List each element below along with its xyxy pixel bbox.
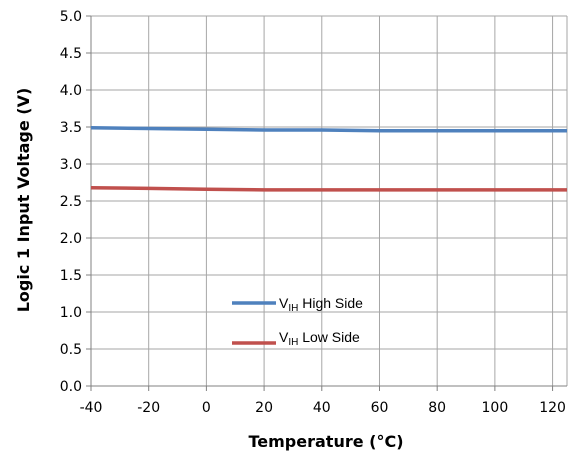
y-axis-tick-labels: 0.0 0.5 1.0 1.5 2.0 2.5 3.0 3.5 4.0 4.5 5.0 [60, 9, 82, 395]
y-tick-label: 2.0 [60, 231, 82, 247]
legend-label: VIH Low Side [279, 329, 360, 348]
legend-item: VIH High Side [232, 295, 363, 314]
legend-label-main: V [279, 329, 289, 345]
axes [86, 15, 567, 391]
y-tick-label: 4.5 [60, 46, 82, 62]
y-axis-title: Logic 1 Input Voltage (V) [14, 88, 33, 313]
x-axis-title: Temperature (°C) [248, 432, 403, 451]
legend-label-main: V [279, 295, 289, 311]
y-tick-label: 3.5 [60, 120, 82, 136]
x-axis-tick-labels: -40 -20 0 20 40 60 80 100 120 [80, 400, 566, 416]
legend-label: VIH High Side [279, 295, 363, 314]
y-tick-label: 3.0 [60, 157, 82, 173]
y-tick-label: 5.0 [60, 9, 82, 25]
y-tick-label: 2.5 [60, 194, 82, 210]
x-tick-label: 80 [428, 400, 446, 416]
x-tick-label: 20 [255, 400, 273, 416]
x-tick-label: 100 [482, 400, 509, 416]
legend-label-subscript: IH [288, 337, 298, 348]
legend-label-rest: Low Side [298, 329, 360, 345]
y-tick-label: 4.0 [60, 83, 82, 99]
x-tick-label: 120 [539, 400, 566, 416]
y-tick-label: 0.0 [60, 379, 82, 395]
y-tick-label: 0.5 [60, 342, 82, 358]
y-tick-label: 1.5 [60, 268, 82, 284]
series-lines [90, 125, 567, 192]
x-tick-label: -40 [80, 400, 103, 416]
series-line-low-side [90, 185, 567, 192]
legend-item: VIH Low Side [232, 329, 360, 348]
x-tick-label: 40 [313, 400, 331, 416]
legend-label-subscript: IH [288, 303, 298, 314]
x-tick-label: -20 [137, 400, 160, 416]
series-line-high-side [90, 125, 567, 133]
y-tick-label: 1.0 [60, 305, 82, 321]
x-tick-label: 0 [202, 400, 211, 416]
legend-label-rest: High Side [298, 295, 363, 311]
x-tick-label: 60 [371, 400, 389, 416]
